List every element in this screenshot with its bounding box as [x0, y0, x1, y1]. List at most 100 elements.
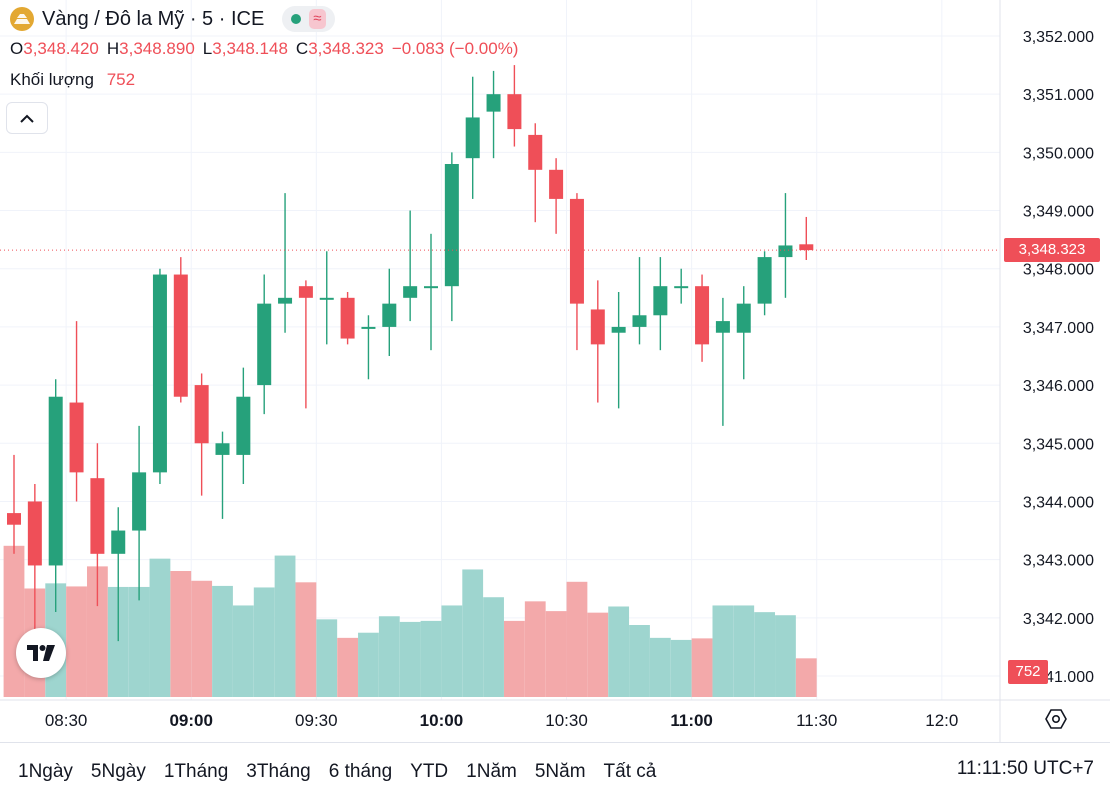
candle-body	[194, 385, 209, 444]
range-button[interactable]: 1Năm	[466, 761, 517, 782]
volume-bar	[212, 585, 233, 697]
volume-bar	[232, 605, 254, 697]
symbol-title[interactable]: Vàng / Đô la Mỹ · 5 · ICE	[42, 7, 265, 30]
volume-bar	[378, 616, 400, 697]
volume-bar	[191, 580, 213, 697]
gold-coin-icon	[10, 7, 34, 31]
candle-body	[27, 501, 42, 566]
y-tick-label: 3,349.000	[1023, 204, 1094, 221]
clock[interactable]: 11:11:50 UTC+7	[956, 758, 1094, 779]
tradingview-logo-icon[interactable]	[16, 628, 66, 678]
volume-bar	[3, 545, 25, 697]
x-tick-label: 11:00	[670, 711, 713, 730]
volume-bar	[524, 601, 546, 697]
volume-bar	[649, 637, 671, 697]
volume-bar	[691, 638, 713, 697]
close-label: C	[295, 39, 309, 58]
low-label: L	[202, 39, 213, 58]
volume-bar	[107, 586, 129, 697]
volume-bar	[545, 611, 567, 697]
last-price-tag: 3,348.323	[1004, 238, 1100, 263]
candle-body	[486, 94, 501, 112]
x-tick-label: 10:30	[545, 711, 588, 730]
volume-bar	[337, 637, 358, 697]
candle-body	[611, 326, 626, 333]
change-value: −0.083 (−0.00%)	[391, 39, 519, 58]
candle-body	[319, 297, 334, 300]
candle-body	[152, 274, 167, 473]
x-tick-label: 10:00	[420, 711, 463, 730]
range-button[interactable]: 1Ngày	[18, 761, 73, 782]
approx-icon: ≈	[309, 9, 326, 29]
candle-body	[590, 309, 605, 345]
candle-body	[465, 117, 480, 159]
candle-body	[403, 286, 418, 298]
chevron-up-icon	[20, 114, 34, 123]
volume-bar	[66, 586, 87, 697]
y-tick-label: 3,351.000	[1023, 87, 1094, 104]
y-tick-label: 3,343.000	[1023, 553, 1094, 570]
volume-bar	[504, 620, 525, 697]
candle-body	[257, 303, 272, 386]
volume-bar	[87, 566, 108, 697]
open-label: O	[10, 39, 24, 58]
range-button[interactable]: 1Tháng	[163, 761, 229, 782]
volume-bar	[733, 605, 755, 697]
candle-body	[715, 321, 730, 333]
volume-bar	[608, 606, 630, 697]
volume-bar	[795, 658, 817, 697]
price-chart[interactable]: 3,352.000 3,351.000 3,350.000 3,349.000 3,34…	[0, 0, 1110, 742]
candle-body	[382, 303, 397, 327]
volume-bar	[670, 639, 692, 697]
green-dot-icon	[291, 14, 302, 24]
candle-body	[444, 164, 459, 287]
volume-bar	[420, 620, 442, 697]
candle-body	[340, 297, 355, 339]
candle-body	[132, 472, 147, 531]
range-button[interactable]: 3Tháng	[246, 761, 311, 782]
low-value: 3,348.148	[212, 39, 288, 58]
x-tick-label: 08:30	[45, 711, 88, 730]
volume-bar	[441, 605, 463, 697]
volume-bar	[775, 615, 796, 697]
range-button[interactable]: YTD	[410, 761, 449, 782]
gear-icon[interactable]	[1045, 708, 1067, 735]
y-tick-label: 3,347.000	[1023, 320, 1094, 337]
candle-body	[298, 286, 313, 298]
volume-bar	[483, 597, 504, 697]
volume-bar	[629, 625, 650, 697]
candle-body	[549, 169, 564, 199]
volume-bar	[253, 587, 275, 697]
time-range-bar: 1Ngày 5Ngày 1Tháng 3Tháng 6 tháng YTD 1Năm 5Năm…	[0, 742, 1110, 801]
symbol-header: Vàng / Đô la Mỹ · 5 · ICE ≈	[10, 6, 335, 32]
candle-body	[528, 134, 543, 170]
range-button[interactable]: 5Năm	[534, 761, 586, 782]
volume-value: 752	[106, 70, 136, 89]
candle-body	[757, 257, 772, 304]
range-button[interactable]: 6 tháng	[328, 761, 393, 782]
candle-body	[653, 286, 668, 316]
volume-bar	[587, 612, 609, 697]
collapse-legend-button[interactable]	[6, 102, 48, 134]
ohlc-legend: O 3,348.420 H 3,348.890 L 3,348.148 C 3,…	[10, 39, 526, 59]
candle-body	[48, 396, 63, 566]
volume-bar	[399, 621, 421, 697]
high-value: 3,348.890	[119, 39, 195, 58]
volume-bar	[566, 581, 588, 697]
market-status[interactable]: ≈	[282, 6, 335, 32]
y-tick-label: 3,346.000	[1023, 378, 1094, 395]
candle-body	[90, 478, 105, 554]
y-tick-label: 3,344.000	[1023, 494, 1094, 511]
volume-bar	[274, 555, 296, 697]
candle-body	[69, 402, 84, 473]
y-tick-label: 3,350.000	[1023, 145, 1094, 162]
volume-bar	[295, 582, 317, 697]
candle-body	[215, 443, 230, 455]
volume-bar	[149, 558, 171, 697]
volume-bar	[462, 569, 484, 697]
high-label: H	[106, 39, 120, 58]
volume-bar	[754, 612, 775, 697]
candle-body	[569, 198, 584, 304]
range-button[interactable]: Tất cả	[603, 761, 657, 782]
range-button[interactable]: 5Ngày	[90, 761, 146, 782]
